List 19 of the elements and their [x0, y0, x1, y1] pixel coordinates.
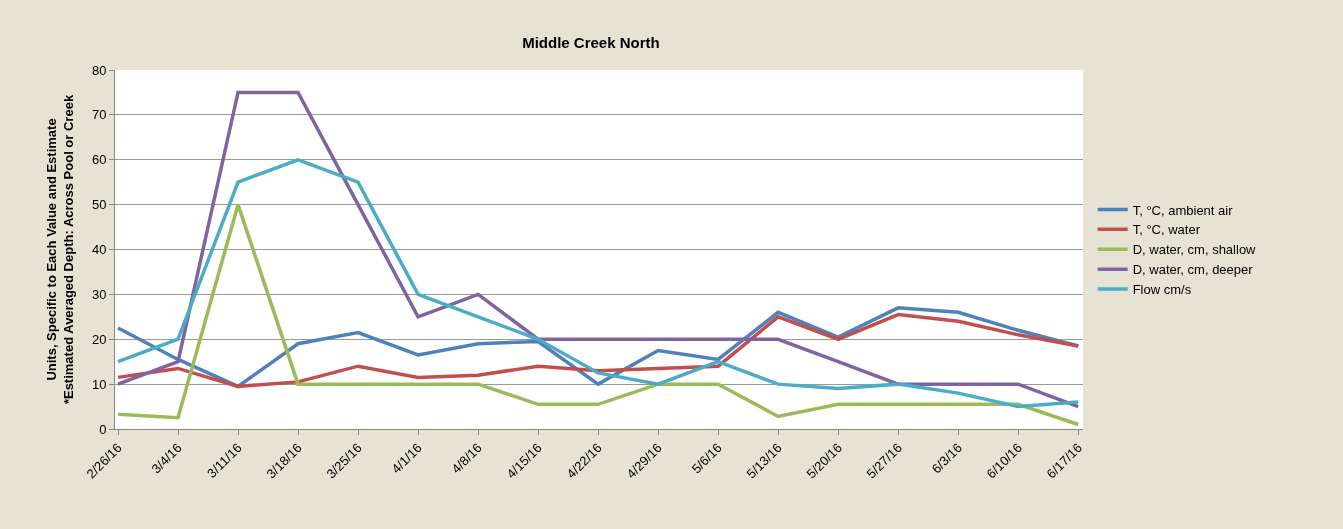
chart-title: Middle Creek North [522, 33, 660, 51]
y-tick-label: 20 [91, 331, 107, 347]
y-tick-label: 10 [91, 376, 107, 392]
legend-label: T, °C, water [1132, 222, 1201, 238]
y-tick-label: 30 [91, 286, 107, 302]
y-tick-label: 60 [91, 152, 107, 168]
legend-label: T, °C, ambient air [1132, 202, 1234, 218]
legend-label: Flow cm/s [1132, 282, 1192, 298]
y-axis-title: Units, Specific to Each Value and Estimate *Estimated Averaged Depth: Across Pool or Creek [43, 94, 76, 405]
y-tick-label: 40 [91, 242, 107, 258]
line-series [116, 158, 1080, 409]
line-series [116, 90, 1080, 409]
y-tick-label: 80 [91, 62, 107, 78]
legend-label: D, water, cm, deeper [1132, 262, 1254, 278]
y-tick-label: 50 [91, 197, 107, 213]
line-series [116, 202, 1080, 427]
legend-label: D, water, cm, shallow [1132, 242, 1257, 258]
y-tick-label: 70 [91, 107, 107, 123]
y-tick-label: 0 [99, 421, 107, 437]
